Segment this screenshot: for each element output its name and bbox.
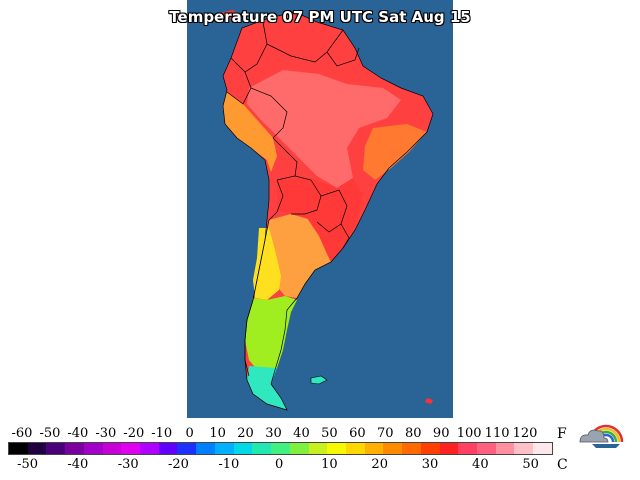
country-borders: [222, 11, 434, 411]
color-bar-segment: [364, 443, 384, 454]
color-bar-segment: [289, 443, 309, 454]
fahrenheit-tick: 20: [237, 426, 254, 441]
celsius-tick: 20: [371, 457, 388, 472]
weather-logo: [579, 424, 624, 448]
fahrenheit-unit-label: F: [557, 426, 567, 442]
logo-base: [592, 444, 620, 448]
celsius-tick: -50: [17, 457, 39, 472]
celsius-unit-label: C: [557, 457, 568, 473]
celsius-tick: 50: [522, 457, 539, 472]
zone-northern-argentina: [265, 214, 331, 298]
celsius-tick: -20: [168, 457, 189, 472]
fahrenheit-tick: -50: [39, 426, 61, 441]
color-bar-segment: [140, 443, 159, 454]
color-bar-segment: [27, 443, 47, 454]
cloud-icon: [579, 429, 609, 443]
fahrenheit-tick: 110: [484, 426, 510, 441]
color-bar-segment: [533, 443, 552, 454]
color-bar-segment: [102, 443, 122, 454]
falkland-islands: [310, 375, 328, 385]
color-bar-segment: [65, 443, 84, 454]
color-bar-segment: [271, 443, 290, 454]
fahrenheit-tick: -60: [11, 426, 33, 441]
map-title: Temperature 07 PM UTC Sat Aug 15: [169, 8, 471, 26]
zone-patagonia-green: [245, 296, 297, 372]
celsius-tick: 10: [321, 457, 338, 472]
fahrenheit-tick: 0: [185, 426, 194, 441]
fahrenheit-tick: 10: [209, 426, 226, 441]
fahrenheit-tick: 100: [456, 426, 482, 441]
fahrenheit-tick: 60: [349, 426, 366, 441]
color-bar-segment: [308, 443, 328, 454]
fahrenheit-tick: 80: [404, 426, 422, 441]
color-bar-segment: [83, 443, 103, 454]
color-bar-segment: [495, 443, 515, 454]
fahrenheit-tick: -40: [67, 426, 89, 441]
color-bar-segment: [121, 443, 141, 454]
color-bar-segment: [46, 443, 66, 454]
celsius-tick: 40: [472, 457, 489, 472]
zone-central-chile-yellow: [253, 228, 281, 300]
color-bar-segment: [458, 443, 477, 454]
fahrenheit-tick: 120: [512, 426, 538, 441]
celsius-tick: -30: [117, 457, 139, 472]
color-bar-segment: [196, 443, 215, 454]
color-bar-segment: [420, 443, 440, 454]
temperature-color-bar: [8, 442, 553, 455]
fahrenheit-tick: 30: [265, 426, 282, 441]
map-canvas: [215, 10, 434, 411]
color-bar-segment: [252, 443, 272, 454]
zone-brazil-east-orange: [363, 124, 427, 180]
color-bar-segment: [158, 443, 178, 454]
fahrenheit-tick: 50: [321, 426, 338, 441]
color-bar-segment: [214, 443, 234, 454]
celsius-tick: -40: [67, 457, 89, 472]
fahrenheit-tick: 90: [432, 426, 450, 441]
caribbean-islands: [215, 10, 241, 20]
temperature-map: [187, 0, 453, 418]
fahrenheit-tick: -20: [123, 426, 145, 441]
color-bar-segment: [439, 443, 459, 454]
celsius-tick: 0: [274, 457, 284, 472]
color-bar-segment: [476, 443, 496, 454]
zone-andes-west-coast: [223, 92, 277, 172]
zone-amazon-hot-core: [247, 70, 401, 188]
color-bar-segment: [514, 443, 534, 454]
color-bar-segment: [9, 443, 28, 454]
zone-southern-tip-cyan: [247, 366, 287, 410]
color-bar-segment: [345, 443, 365, 454]
color-bar-segment: [233, 443, 253, 454]
color-bar-segment: [177, 443, 197, 454]
small-island: [425, 398, 433, 404]
color-bar-segment: [383, 443, 403, 454]
color-bar-segment: [402, 443, 421, 454]
fahrenheit-tick: 70: [377, 426, 394, 441]
celsius-tick: 30: [421, 457, 439, 472]
fahrenheit-tick: -30: [95, 426, 117, 441]
fahrenheit-tick: -10: [151, 426, 173, 441]
color-bar-segment: [327, 443, 346, 454]
celsius-tick: -10: [218, 457, 240, 472]
fahrenheit-tick: 40: [293, 426, 310, 441]
zone-central-red-band: [277, 178, 363, 262]
